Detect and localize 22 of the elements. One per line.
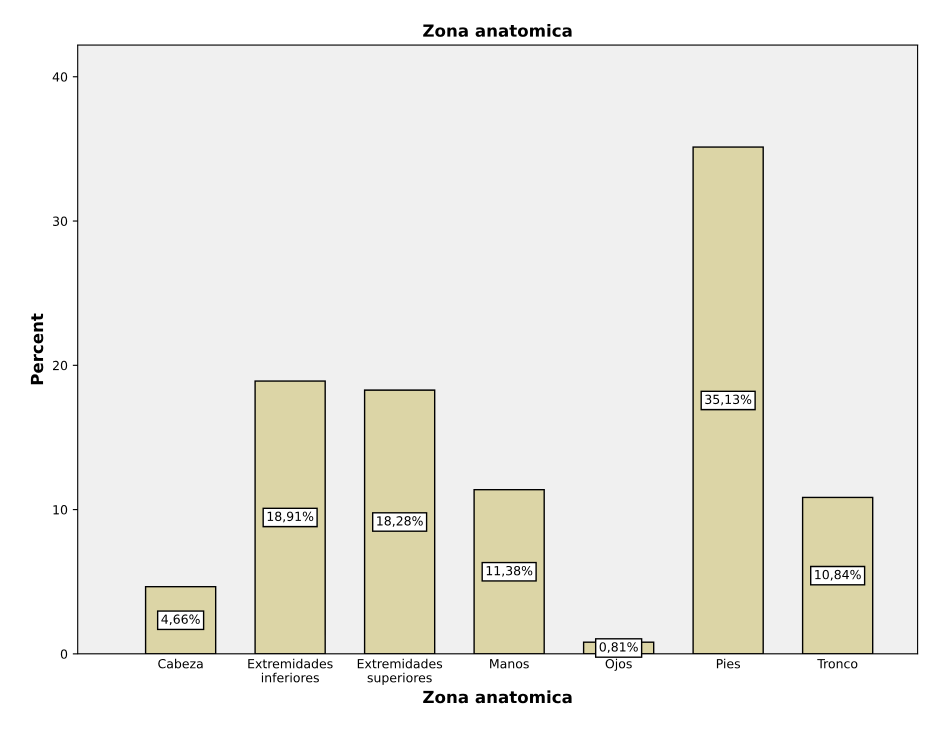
x-axis-title: Zona anatomica — [423, 690, 572, 704]
x-tick-label: Tronco — [817, 659, 858, 668]
x-tick-label: Extremidades inferiores — [248, 658, 333, 682]
x-tick-label: Pies — [716, 658, 740, 668]
x-tick-label: Extremidades superiores — [358, 658, 442, 685]
x-tick-label: Ojos — [606, 658, 632, 671]
y-tick-label: 40 — [52, 72, 68, 82]
data-label: 0,81% — [600, 642, 638, 653]
data-label: 35,13% — [705, 394, 752, 406]
y-tick-label: 20 — [52, 360, 68, 370]
y-tick-label: 30 — [53, 216, 68, 226]
y-tick-label: 0 — [60, 649, 68, 659]
data-label: 4,66% — [161, 614, 200, 626]
x-tick-label: Cabeza — [158, 658, 203, 668]
data-label: 18,91% — [268, 512, 314, 522]
y-tick-label: 10 — [53, 505, 68, 515]
chart-title: Zona anatomica — [423, 24, 572, 37]
x-tick-label: Manos — [490, 659, 529, 668]
data-label: 10,84% — [815, 570, 861, 581]
y-axis-title: Percent — [30, 313, 44, 384]
data-label: 18,28% — [377, 516, 423, 527]
data-label: 11,38% — [486, 566, 532, 577]
